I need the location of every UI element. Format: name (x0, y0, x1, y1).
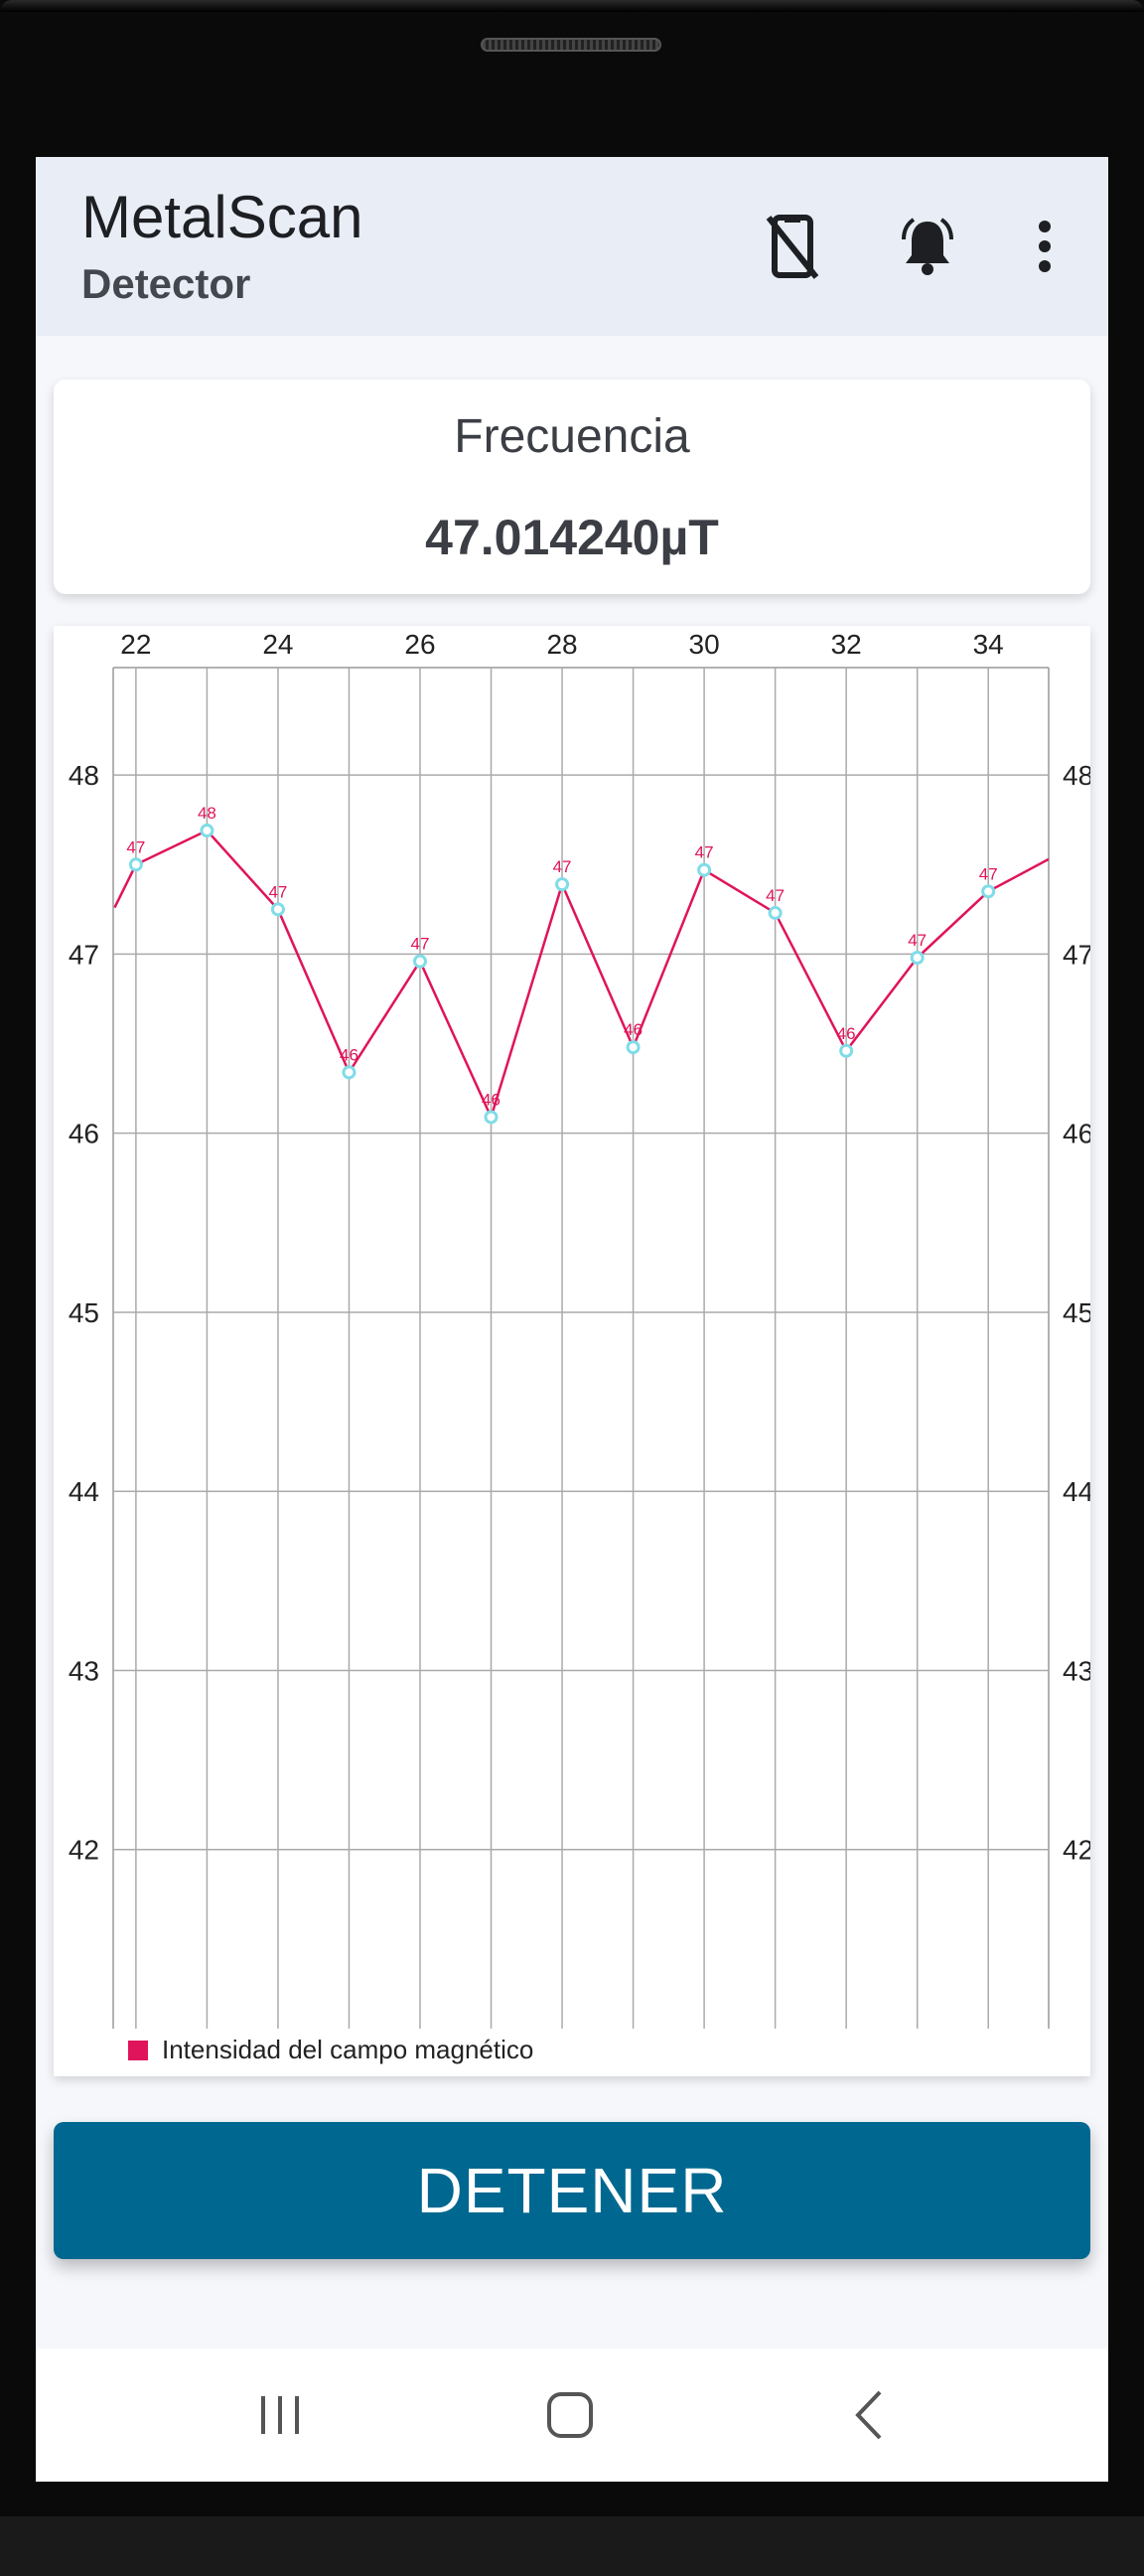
stop-button[interactable]: DETENER (54, 2122, 1090, 2259)
data-label: 47 (553, 857, 572, 876)
y-tick-label-left: 43 (69, 1655, 99, 1686)
frequency-card: Frecuencia 47.014240µT (54, 379, 1090, 594)
data-label: 47 (126, 837, 145, 856)
data-label: 47 (766, 886, 785, 905)
chart-card[interactable]: 22 24 26 28 30 32 34 48 47 46 45 44 43 42 48 47 46 45 44 43… (54, 626, 1090, 2076)
data-point (697, 862, 712, 877)
data-point (412, 954, 427, 969)
home-icon[interactable] (510, 2370, 630, 2460)
frequency-value: 47.014240µT (425, 510, 719, 565)
system-nav-bar (36, 2349, 1108, 2482)
y-tick-label-right: 46 (1063, 1119, 1090, 1149)
recent-apps-icon-svg (261, 2396, 299, 2434)
phone-bottom-edge (0, 2516, 1144, 2576)
y-tick-label-right: 43 (1063, 1655, 1090, 1686)
data-label: 46 (340, 1045, 358, 1064)
data-point (342, 1065, 357, 1080)
data-label: 47 (695, 843, 714, 862)
home-icon-svg (547, 2392, 593, 2438)
y-tick-label-left: 47 (69, 939, 99, 970)
y-tick-label-right: 42 (1063, 1835, 1090, 1866)
no-phone-icon-svg (766, 215, 819, 279)
data-point (270, 902, 285, 917)
series-line (113, 829, 1049, 1121)
data-label: 47 (979, 864, 998, 883)
no-phone-icon[interactable] (753, 207, 832, 286)
frequency-label: Frecuencia (454, 410, 690, 463)
data-label: 46 (624, 1020, 643, 1039)
data-point (839, 1043, 854, 1058)
data-point (910, 951, 925, 966)
y-tick-label-left: 46 (69, 1119, 99, 1149)
data-point (484, 1110, 499, 1125)
data-label: 46 (482, 1090, 500, 1109)
data-point (555, 877, 570, 892)
data-label: 47 (268, 882, 287, 901)
data-point (981, 884, 996, 899)
app-screen: MetalScan Detector Fre (36, 157, 1108, 2482)
more-vert-icon[interactable] (1005, 207, 1084, 286)
y-tick-label-right: 44 (1063, 1476, 1090, 1507)
data-label: 47 (411, 935, 430, 954)
back-icon-svg (855, 2390, 882, 2440)
app-title: MetalScan (81, 184, 363, 250)
data-point (768, 905, 783, 920)
phone-speaker (481, 38, 661, 52)
data-label: 48 (198, 804, 216, 823)
data-label: 47 (908, 931, 927, 950)
y-tick-label-right: 47 (1063, 939, 1090, 970)
x-tick-label: 22 (120, 629, 151, 660)
x-tick-label: 32 (831, 629, 862, 660)
data-point (128, 857, 143, 872)
legend-label: Intensidad del campo magnético (162, 2035, 533, 2064)
x-tick-label: 24 (262, 629, 293, 660)
legend-swatch (128, 2041, 148, 2060)
bell-alert-icon-svg (902, 218, 953, 275)
app-bar: MetalScan Detector (36, 157, 1108, 336)
magnetic-field-chart[interactable]: 22 24 26 28 30 32 34 48 47 46 45 44 43 42 48 47 46 45 44 43… (54, 626, 1090, 2076)
data-point (200, 824, 214, 838)
back-icon[interactable] (810, 2370, 930, 2460)
data-label: 46 (837, 1024, 856, 1043)
recent-apps-icon[interactable] (220, 2370, 340, 2460)
x-tick-label: 34 (973, 629, 1004, 660)
x-tick-label: 26 (404, 629, 435, 660)
bell-alert-icon[interactable] (888, 207, 967, 286)
x-tick-label: 28 (546, 629, 577, 660)
y-tick-label-left: 45 (69, 1297, 99, 1328)
y-tick-label-left: 42 (69, 1835, 99, 1866)
phone-top-edge (0, 0, 1144, 12)
app-subtitle: Detector (81, 260, 251, 307)
y-tick-label-right: 45 (1063, 1297, 1090, 1328)
x-tick-label: 30 (689, 629, 720, 660)
data-point (626, 1040, 641, 1055)
y-tick-label-left: 48 (69, 760, 99, 791)
more-vert-icon-svg (1039, 221, 1051, 272)
y-tick-label-left: 44 (69, 1476, 99, 1507)
y-tick-label-right: 48 (1063, 760, 1090, 791)
